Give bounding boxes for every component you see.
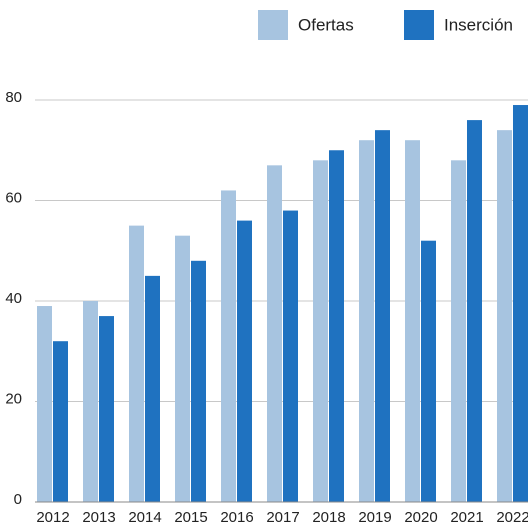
bar	[83, 301, 98, 502]
bar	[359, 140, 374, 502]
bar	[37, 306, 52, 502]
bar	[175, 235, 190, 503]
bar	[53, 341, 68, 502]
x-tick-label: 2017	[266, 509, 299, 526]
legend-label: Ofertas	[298, 15, 354, 34]
bar	[191, 260, 206, 502]
x-tick-label: 2018	[312, 509, 345, 526]
bar	[467, 120, 482, 502]
legend-swatch	[404, 10, 434, 40]
x-tick-label: 2016	[220, 509, 253, 526]
bar	[405, 140, 420, 502]
bar	[129, 225, 144, 502]
y-tick-label: 60	[5, 189, 22, 206]
x-tick-label: 2013	[82, 509, 115, 526]
x-tick-label: 2014	[128, 509, 161, 526]
bar	[237, 220, 252, 502]
y-tick-label: 80	[5, 89, 22, 106]
bar	[313, 160, 328, 503]
bar	[329, 150, 344, 502]
y-tick-label: 20	[5, 390, 22, 407]
x-tick-label: 2020	[404, 509, 437, 526]
bar	[283, 210, 298, 503]
bar	[221, 190, 236, 502]
y-tick-label: 0	[14, 491, 22, 508]
legend-swatch	[258, 10, 288, 40]
legend-label: Inserción	[444, 15, 513, 34]
bar	[145, 275, 160, 502]
x-tick-label: 2019	[358, 509, 391, 526]
bar	[421, 240, 436, 502]
bar	[267, 165, 282, 502]
bar	[513, 105, 528, 503]
x-tick-label: 2012	[36, 509, 69, 526]
bar	[99, 316, 114, 502]
bar	[375, 130, 390, 502]
y-tick-label: 40	[5, 290, 22, 307]
bar	[497, 130, 512, 502]
x-tick-label: 2015	[174, 509, 207, 526]
bar	[451, 160, 466, 503]
x-tick-label: 2021	[450, 509, 483, 526]
x-tick-label: 2022	[496, 509, 528, 526]
